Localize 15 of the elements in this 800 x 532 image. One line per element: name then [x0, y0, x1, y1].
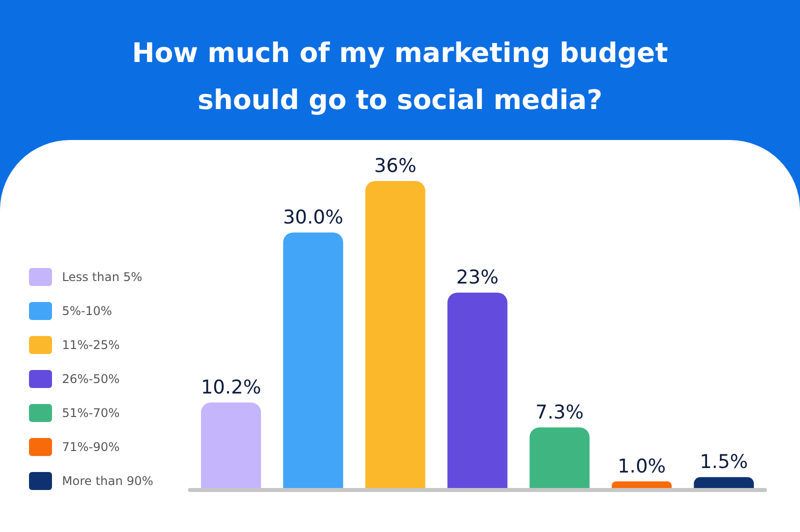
data-label: 10.2% [200, 376, 262, 398]
data-label: 30.0% [282, 206, 344, 228]
data-label: 1.0% [618, 455, 666, 478]
legend-label: 51%-70% [62, 406, 120, 420]
legend-label: 26%-50% [62, 372, 120, 386]
data-label: 1.5% [700, 451, 748, 474]
data-label: 7.3% [535, 401, 584, 424]
legend-label: 11%-25% [62, 338, 120, 352]
legend-label: More than 90% [62, 474, 154, 488]
data-label: 23% [456, 266, 499, 289]
chart-title: How much of my marketing budget should go to social media? [130, 37, 670, 118]
legend-label: Less than 5% [62, 270, 142, 284]
legend-label: 71%-90% [62, 440, 120, 454]
data-label: 36% [374, 155, 416, 177]
legend-label: 5%-10% [62, 304, 112, 318]
